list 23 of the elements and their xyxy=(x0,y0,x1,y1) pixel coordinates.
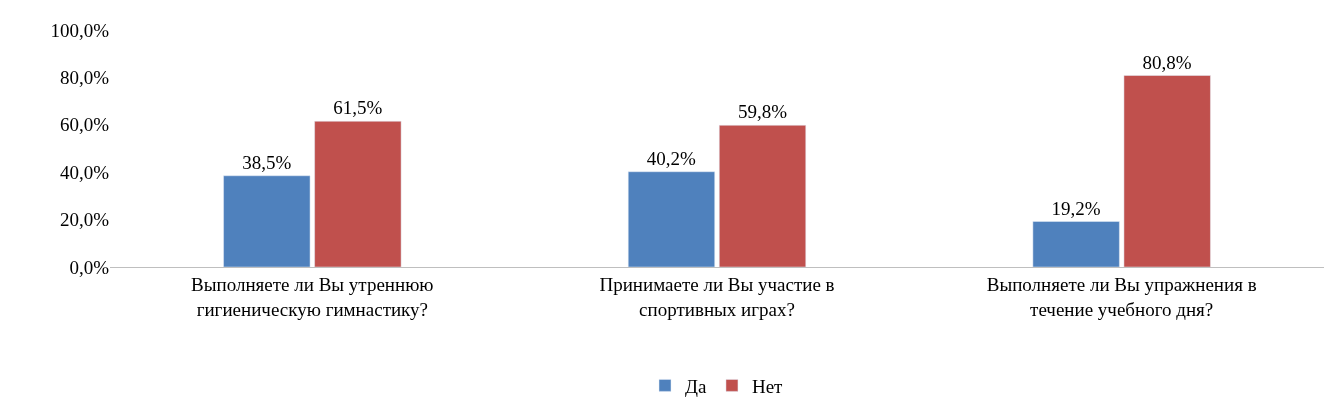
data-label: 80,8% xyxy=(1142,51,1192,73)
data-label: 59,8% xyxy=(737,101,788,123)
y-tick-label: 0,0% xyxy=(69,256,110,278)
y-tick-label: 40,0% xyxy=(59,161,110,183)
y-tick-label: 80,0% xyxy=(59,67,110,89)
data-label: 38,5% xyxy=(242,151,292,173)
data-label: 40,2% xyxy=(646,147,697,169)
x-tick-label: Выполняете ли Вы утреннюю гигиеническую гимнастику? xyxy=(191,273,434,320)
bar xyxy=(223,175,311,267)
legend-label: Да xyxy=(685,375,707,397)
y-tick-label: 20,0% xyxy=(59,209,110,231)
y-tick-label: 100,0% xyxy=(50,19,110,41)
data-label: 19,2% xyxy=(1051,197,1101,219)
legend-label: Нет xyxy=(751,375,784,397)
x-tick-label: Принимаете ли Вы участие в спортивных играх? xyxy=(599,273,835,320)
bar xyxy=(627,171,715,267)
bar xyxy=(314,121,402,267)
bar xyxy=(1032,221,1120,267)
data-label: 61,5% xyxy=(333,97,383,119)
x-tick-label: Выполняете ли Вы упражнения в течение учебного дня? xyxy=(986,273,1257,320)
y-tick-label: 60,0% xyxy=(59,114,110,136)
bar xyxy=(1123,75,1211,267)
bar xyxy=(719,125,807,267)
